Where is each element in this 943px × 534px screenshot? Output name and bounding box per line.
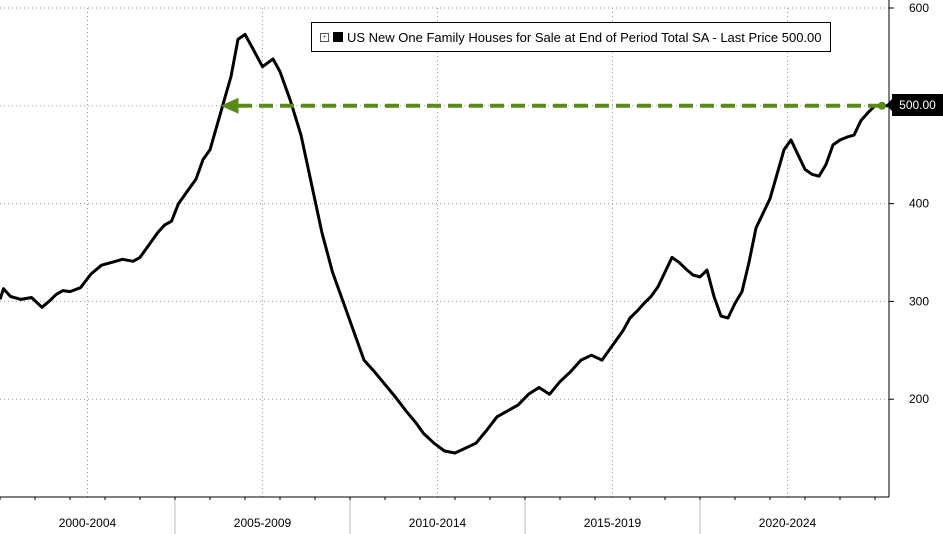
arrow-head-icon <box>220 97 239 114</box>
y-tick-label: 200 <box>909 392 929 406</box>
axes <box>0 0 894 534</box>
y-tick-label: 300 <box>909 294 929 308</box>
last-value-tag: 500.00 <box>886 94 943 116</box>
y-tick-label: 600 <box>909 1 929 15</box>
annotation-group <box>220 97 886 114</box>
last-value-label: 500.00 <box>899 98 936 112</box>
x-category-label: 2000-2004 <box>59 516 117 530</box>
x-category-label: 2010-2014 <box>409 516 467 530</box>
y-tick-label: 400 <box>909 197 929 211</box>
chart-legend[interactable]: + US New One Family Houses for Sale at E… <box>311 22 831 52</box>
x-category-labels: 2000-2004 2005-2009 2010-2014 2015-2019 2020… <box>59 516 817 530</box>
x-category-label: 2005-2009 <box>234 516 292 530</box>
series-line <box>0 32 889 455</box>
legend-swatch <box>333 32 343 42</box>
expand-icon[interactable]: + <box>320 32 329 42</box>
series-group <box>0 32 889 455</box>
x-category-label: 2020-2024 <box>759 516 817 530</box>
legend-label: US New One Family Houses for Sale at End… <box>347 29 822 45</box>
y-tick-labels: 200300400500600 <box>909 1 929 406</box>
x-category-label: 2015-2019 <box>584 516 642 530</box>
last-point-marker <box>878 101 886 110</box>
gridlines <box>0 7 889 497</box>
